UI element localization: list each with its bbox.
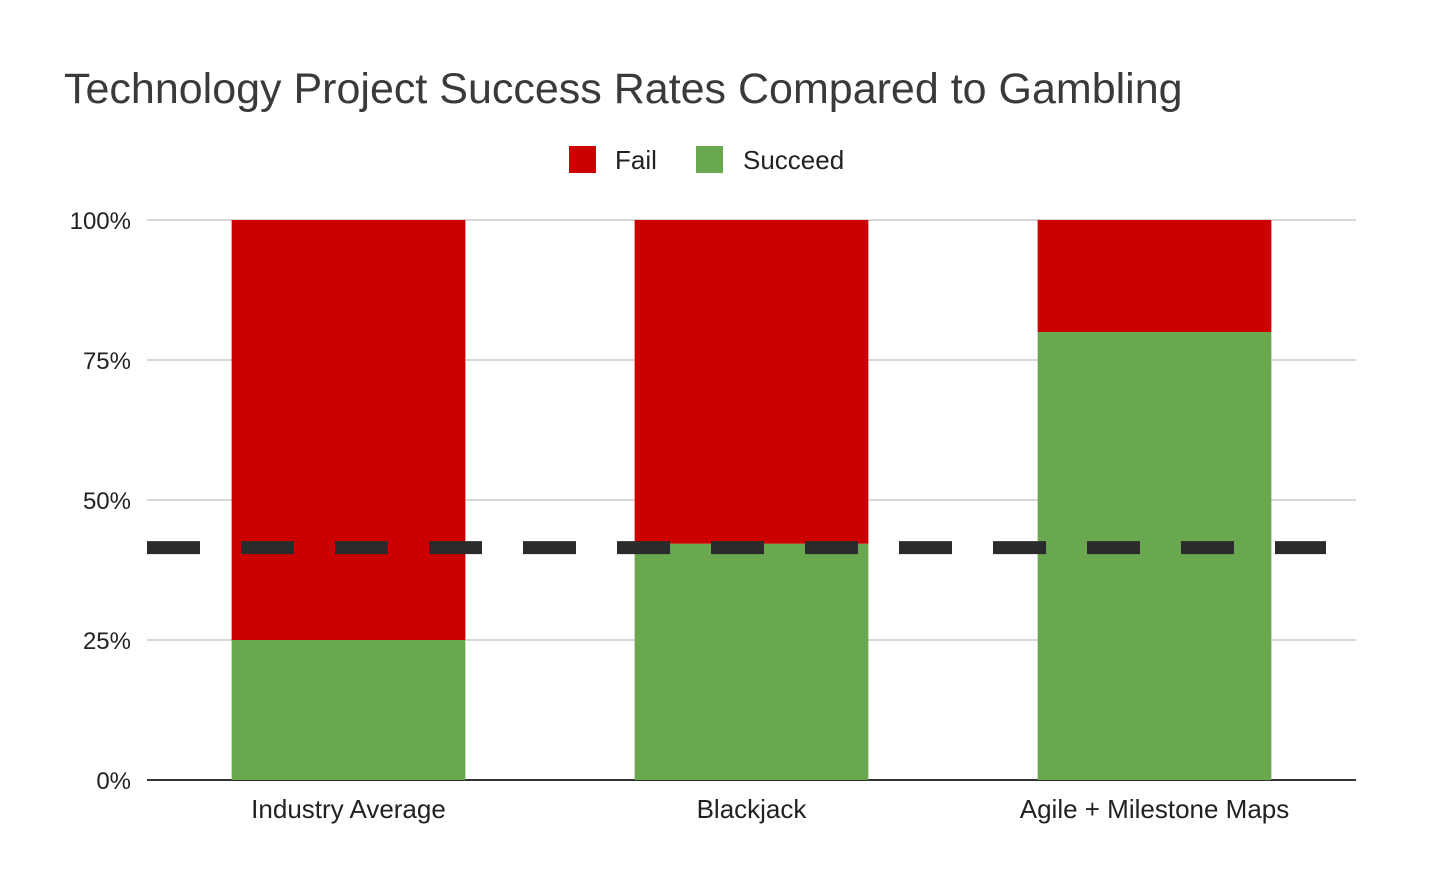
legend-label-succeed: Succeed <box>743 145 844 175</box>
legend-label-fail: Fail <box>615 145 657 175</box>
chart-title: Technology Project Success Rates Compare… <box>64 65 1183 113</box>
bar-succeed-industry-average <box>231 640 466 780</box>
x-tick-label-agile-milestone-maps: Agile + Milestone Maps <box>1020 794 1290 824</box>
bar-succeed-blackjack <box>634 543 869 780</box>
bar-fail-industry-average <box>231 220 466 640</box>
y-tick-label-0: 0% <box>96 768 131 795</box>
x-tick-label-blackjack: Blackjack <box>697 794 808 824</box>
y-axis-ticks: 0% 25% 50% 75% 100% <box>70 208 131 795</box>
bar-fail-blackjack <box>634 220 869 544</box>
legend: Fail Succeed <box>569 145 844 175</box>
x-axis-ticks: Industry Average Blackjack Agile + Milesto… <box>251 794 1289 824</box>
y-tick-label-25: 25% <box>83 628 131 655</box>
legend-swatch-fail <box>569 146 596 173</box>
y-tick-label-50: 50% <box>83 488 131 515</box>
bar-succeed-agile-milestone-maps <box>1037 332 1272 780</box>
y-tick-label-100: 100% <box>70 208 131 235</box>
x-tick-label-industry-average: Industry Average <box>251 794 446 824</box>
bar-fail-agile-milestone-maps <box>1037 220 1272 332</box>
bars <box>231 220 1272 780</box>
y-tick-label-75: 75% <box>83 348 131 375</box>
legend-swatch-succeed <box>696 146 723 173</box>
